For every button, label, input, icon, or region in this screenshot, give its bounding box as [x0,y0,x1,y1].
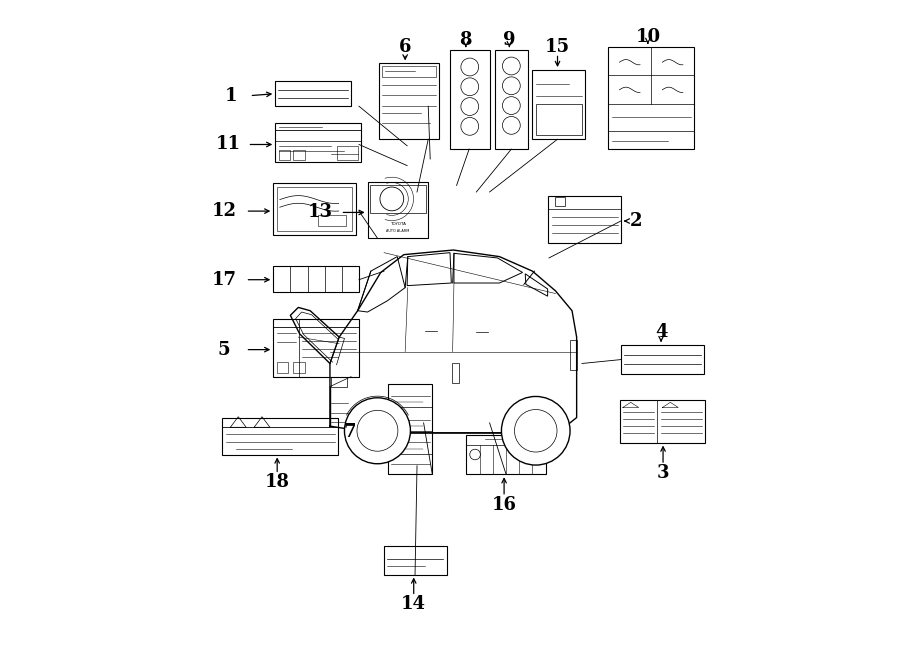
Bar [555,197,565,206]
Text: 10: 10 [635,28,661,46]
Bar [533,70,585,139]
Polygon shape [407,253,451,286]
Bar [274,266,359,292]
Circle shape [501,397,570,465]
Bar [548,196,621,243]
Text: AUTO ALARM: AUTO ALARM [386,229,410,233]
Bar [275,123,361,163]
Bar [608,47,694,149]
Text: TOYOTA: TOYOTA [390,221,406,225]
Circle shape [461,118,479,136]
Bar [367,182,428,238]
Circle shape [345,398,410,464]
Text: 18: 18 [265,473,290,491]
Bar [452,364,459,383]
Bar [278,151,291,160]
Bar [274,319,359,377]
Text: 14: 14 [401,596,427,613]
Bar [388,384,432,474]
Bar [293,151,305,160]
Text: 7: 7 [344,423,356,441]
Polygon shape [454,253,523,283]
Circle shape [461,98,479,116]
Text: 9: 9 [503,31,516,50]
Circle shape [357,410,398,451]
Bar [450,50,490,149]
Circle shape [502,97,520,114]
Bar [382,66,436,77]
Bar [293,362,305,373]
Bar [622,345,704,374]
Bar [384,545,446,574]
Bar [330,372,347,387]
Bar [495,50,527,149]
Text: 16: 16 [491,496,517,514]
Polygon shape [526,274,547,296]
Bar [222,418,338,455]
Polygon shape [357,256,405,312]
Bar [370,185,426,213]
Circle shape [461,58,479,76]
Text: 8: 8 [460,31,473,50]
Text: 13: 13 [308,204,333,221]
Circle shape [502,57,520,75]
Text: 5: 5 [218,340,230,359]
Bar [337,147,358,160]
Text: 12: 12 [212,202,237,220]
Text: 4: 4 [655,323,667,341]
Text: 6: 6 [399,38,411,56]
Bar [277,187,352,231]
Text: 11: 11 [216,136,241,153]
Text: 1: 1 [225,87,238,104]
Circle shape [502,116,520,134]
Circle shape [461,78,479,96]
Bar [570,340,577,370]
Bar [274,183,356,235]
Circle shape [515,410,557,452]
Text: 15: 15 [545,38,570,56]
Circle shape [470,449,481,460]
Text: 2: 2 [630,212,643,230]
Circle shape [380,187,404,211]
Bar [379,63,439,139]
Bar [275,81,351,106]
Bar [318,215,346,226]
Text: 3: 3 [657,464,670,482]
Bar [536,104,582,136]
Bar [466,435,545,475]
Bar [276,362,288,373]
Circle shape [502,77,520,95]
Bar [619,400,706,443]
Text: 17: 17 [212,271,237,289]
